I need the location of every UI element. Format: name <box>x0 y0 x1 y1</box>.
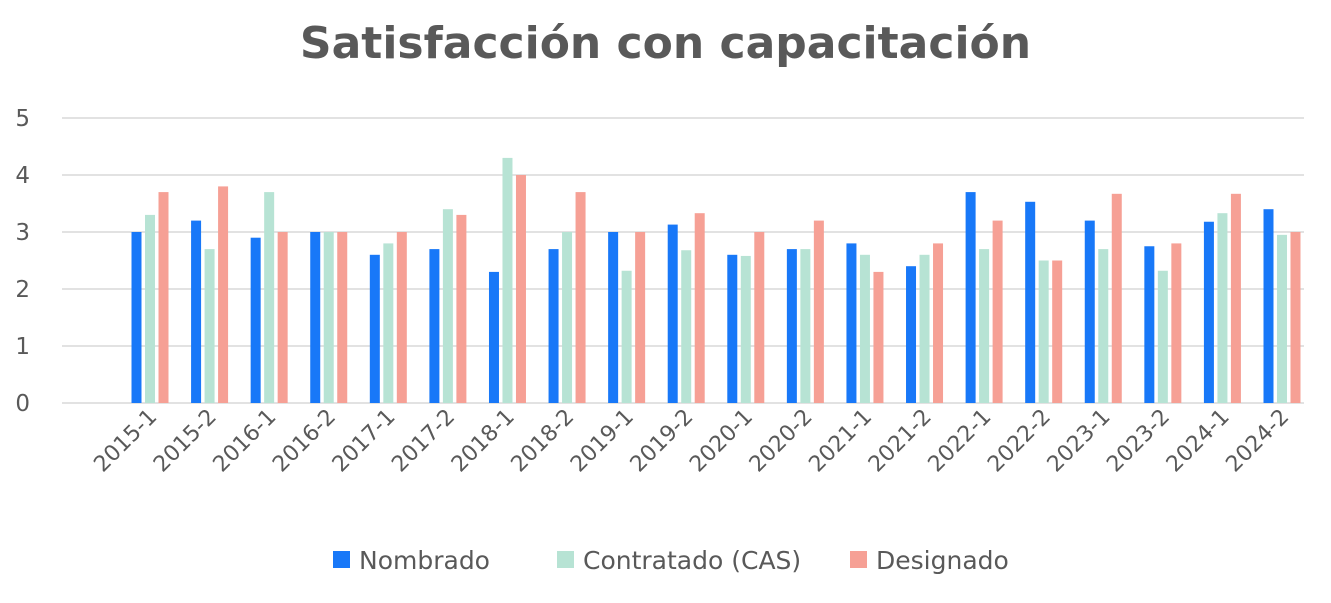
bar-nombrado-2020-2 <box>786 249 797 403</box>
bar-nombrado-2019-2 <box>667 224 678 403</box>
bar-contratado-cas-2019-2 <box>681 250 692 403</box>
bar-contratado-cas-2022-2 <box>1038 260 1049 403</box>
bar-designado-2018-2 <box>575 192 586 403</box>
bar-contratado-cas-2024-2 <box>1277 234 1287 403</box>
bar-designado-2016-2 <box>337 232 348 403</box>
bar-designado-2016-1 <box>277 232 288 403</box>
x-tick-label: 2020-1 <box>685 405 758 478</box>
bar-contratado-cas-2024-1 <box>1217 213 1228 403</box>
bar-designado-2024-1 <box>1230 193 1241 403</box>
bar-designado-2015-2 <box>218 186 229 403</box>
bar-contratado-cas-2020-2 <box>800 249 811 403</box>
bar-contratado-cas-2023-2 <box>1157 270 1168 403</box>
x-tick-label: 2016-2 <box>268 405 341 478</box>
x-tick-label: 2024-2 <box>1221 405 1294 478</box>
y-tick-label: 3 <box>15 220 30 246</box>
x-tick-label: 2024-1 <box>1162 405 1235 478</box>
bar-contratado-cas-2017-2 <box>442 209 453 403</box>
legend-swatch <box>850 551 867 568</box>
bar-nombrado-2024-1 <box>1203 221 1214 403</box>
bar-nombrado-2016-1 <box>250 237 261 403</box>
bar-designado-2019-2 <box>694 213 705 403</box>
bar-nombrado-2023-1 <box>1084 220 1095 403</box>
bar-nombrado-2019-1 <box>608 232 619 403</box>
y-tick-label: 4 <box>15 163 30 189</box>
bar-designado-2023-1 <box>1111 193 1122 403</box>
x-tick-label: 2020-2 <box>745 405 818 478</box>
x-tick-label: 2016-1 <box>209 405 282 478</box>
bar-contratado-cas-2023-1 <box>1098 249 1109 403</box>
x-tick-label: 2018-2 <box>507 405 580 478</box>
bar-contratado-cas-2015-1 <box>145 214 155 403</box>
bar-nombrado-2018-2 <box>548 249 559 403</box>
bar-contratado-cas-2017-1 <box>383 243 394 403</box>
legend-swatch <box>557 551 574 568</box>
legend-label: Designado <box>876 546 1009 575</box>
x-tick-label: 2017-2 <box>387 405 460 478</box>
bar-designado-2021-1 <box>873 271 884 403</box>
bar-nombrado-2023-2 <box>1144 246 1155 403</box>
x-tick-label: 2015-1 <box>89 405 162 478</box>
bar-nombrado-2018-1 <box>488 271 499 403</box>
bar-designado-2022-2 <box>1052 260 1063 403</box>
bar-designado-2022-1 <box>992 220 1003 403</box>
y-tick-label: 5 <box>15 106 30 132</box>
y-tick-label: 0 <box>15 391 30 417</box>
bar-contratado-cas-2021-2 <box>919 254 930 403</box>
bar-nombrado-2015-1 <box>131 232 142 403</box>
bar-nombrado-2022-2 <box>1025 201 1036 403</box>
x-tick-label: 2017-1 <box>328 405 401 478</box>
bar-contratado-cas-2021-1 <box>859 254 870 403</box>
bar-nombrado-2022-1 <box>965 192 976 403</box>
x-tick-label: 2021-1 <box>804 405 877 478</box>
bar-contratado-cas-2015-2 <box>204 249 215 403</box>
bar-designado-2017-2 <box>456 214 467 403</box>
bar-nombrado-2017-1 <box>369 254 380 403</box>
bar-contratado-cas-2018-1 <box>502 157 513 403</box>
x-tick-label: 2019-2 <box>626 405 699 478</box>
bar-nombrado-2016-2 <box>310 232 321 403</box>
x-tick-label: 2015-2 <box>149 405 222 478</box>
chart-title: Satisfacción con capacitación <box>299 18 1032 69</box>
bar-designado-2020-2 <box>813 220 824 403</box>
bar-designado-2019-1 <box>635 232 646 403</box>
bar-designado-2021-2 <box>933 243 944 403</box>
bar-nombrado-2021-1 <box>846 243 857 403</box>
legend-label: Contratado (CAS) <box>583 546 801 575</box>
y-axis-ticks: 0 1 2 3 4 5 <box>15 106 30 417</box>
legend: Nombrado Contratado (CAS) Designado <box>333 546 1009 575</box>
bars <box>131 157 1301 403</box>
x-axis-ticks: 2015-12015-22016-12016-22017-12017-22018… <box>89 405 1294 478</box>
x-tick-label: 2019-1 <box>566 405 639 478</box>
bar-nombrado-2024-2 <box>1263 209 1274 403</box>
legend-swatch <box>333 551 350 568</box>
bar-nombrado-2021-2 <box>906 266 917 403</box>
bar-nombrado-2017-2 <box>429 249 440 403</box>
bar-contratado-cas-2019-1 <box>621 270 632 403</box>
bar-contratado-cas-2018-2 <box>562 232 573 403</box>
bar-designado-2020-1 <box>754 232 765 403</box>
x-tick-label: 2022-1 <box>924 405 997 478</box>
bar-designado-2024-2 <box>1290 232 1301 403</box>
bar-contratado-cas-2022-1 <box>979 249 990 403</box>
bar-designado-2023-2 <box>1171 243 1182 403</box>
bar-contratado-cas-2020-1 <box>740 255 751 403</box>
y-tick-label: 2 <box>15 277 30 303</box>
bar-nombrado-2015-2 <box>191 220 202 403</box>
x-tick-label: 2023-1 <box>1043 405 1116 478</box>
bar-contratado-cas-2016-2 <box>323 232 334 403</box>
bar-designado-2018-1 <box>515 175 526 403</box>
bar-contratado-cas-2016-1 <box>264 192 275 403</box>
x-tick-label: 2023-2 <box>1102 405 1175 478</box>
y-tick-label: 1 <box>15 334 30 360</box>
x-tick-label: 2021-2 <box>864 405 937 478</box>
bar-designado-2017-1 <box>396 232 407 403</box>
x-tick-label: 2022-2 <box>983 405 1056 478</box>
bar-nombrado-2020-1 <box>727 254 738 403</box>
bar-designado-2015-1 <box>158 192 169 403</box>
x-tick-label: 2018-1 <box>447 405 520 478</box>
legend-label: Nombrado <box>359 546 490 575</box>
